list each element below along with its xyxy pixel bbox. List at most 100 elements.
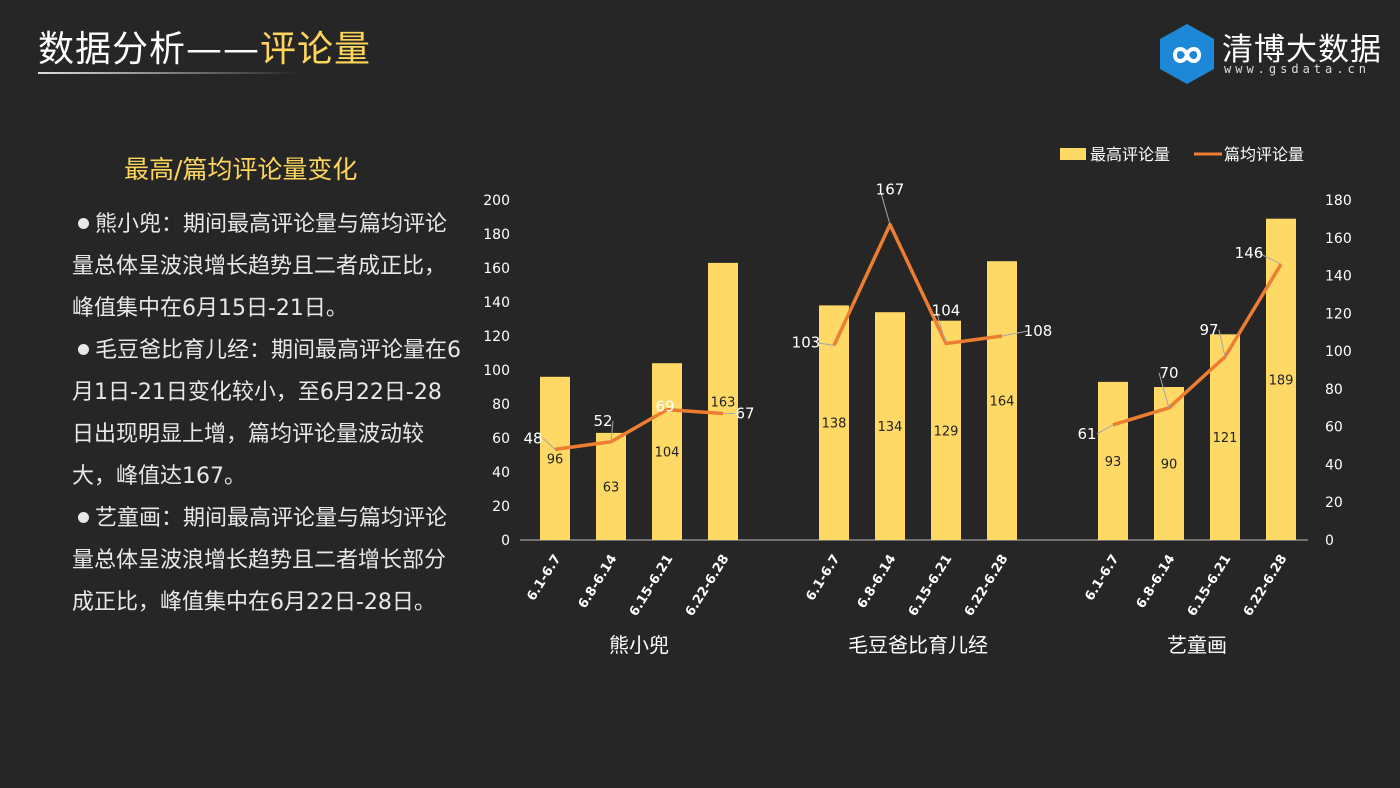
y-left-tick-label: 60 bbox=[492, 431, 510, 447]
line-value-label: 61 bbox=[1077, 425, 1096, 443]
leader-line bbox=[879, 189, 891, 225]
leader-line bbox=[1001, 330, 1029, 337]
x-tick-label: 6.15-6.21 bbox=[627, 552, 677, 619]
description-list: 熊小兜：期间最高评论量与篇均评论量总体呈波浪增长趋势且二者成正比，峰值集中在6月… bbox=[72, 204, 462, 624]
bar-value-label: 129 bbox=[934, 424, 959, 439]
y-right-tick-label: 100 bbox=[1325, 344, 1352, 360]
bar-max-comments bbox=[652, 363, 682, 540]
bar-value-label: 164 bbox=[990, 395, 1015, 410]
line-value-label: 52 bbox=[593, 412, 612, 430]
y-right-tick-label: 40 bbox=[1325, 457, 1343, 473]
bar-value-label: 189 bbox=[1269, 373, 1294, 388]
leader-line bbox=[1158, 372, 1170, 408]
bar-max-comments bbox=[875, 312, 905, 540]
bar-max-comments bbox=[540, 376, 570, 540]
y-right-tick-label: 180 bbox=[1325, 193, 1352, 209]
page-title-block: 数据分析——评论量 bbox=[38, 26, 371, 74]
bar-value-label: 163 bbox=[711, 395, 736, 410]
y-left-tick-label: 20 bbox=[492, 499, 510, 515]
y-left-tick-label: 80 bbox=[492, 397, 510, 413]
y-right-tick-label: 60 bbox=[1325, 420, 1343, 436]
bar-value-label: 104 bbox=[655, 446, 680, 461]
y-left-tick-label: 200 bbox=[483, 193, 510, 209]
group-label: 熊小兜 bbox=[609, 633, 669, 657]
y-right-tick-label: 20 bbox=[1325, 495, 1343, 511]
description-item: 熊小兜：期间最高评论量与篇均评论量总体呈波浪增长趋势且二者成正比，峰值集中在6月… bbox=[72, 204, 462, 330]
line-value-label: 103 bbox=[792, 333, 821, 351]
brand-url: www.gsdata.cn bbox=[1224, 62, 1370, 76]
page-title: 数据分析——评论量 bbox=[38, 26, 371, 74]
group-label: 艺童画 bbox=[1167, 633, 1227, 657]
avg-comments-line bbox=[1112, 263, 1283, 427]
line-value-label: 167 bbox=[876, 181, 905, 199]
leader-line bbox=[542, 437, 556, 450]
x-tick-label: 6.22-6.28 bbox=[962, 552, 1012, 619]
x-tick-label: 6.1-6.7 bbox=[803, 552, 843, 604]
description-text: 艺童画：期间最高评论量与篇均评论量总体呈波浪增长趋势且二者增长部分成正比，峰值集… bbox=[72, 506, 448, 615]
bar-max-comments bbox=[987, 261, 1017, 540]
bar-value-label: 63 bbox=[603, 480, 620, 495]
line-value-label: 70 bbox=[1159, 364, 1178, 382]
leader-line bbox=[815, 341, 835, 346]
y-left-tick-label: 100 bbox=[483, 363, 510, 379]
bullet-icon bbox=[78, 344, 89, 355]
y-left-tick-label: 0 bbox=[501, 533, 510, 549]
title-underline bbox=[38, 72, 300, 74]
x-tick-label: 6.8-6.14 bbox=[855, 552, 900, 611]
y-left-tick-label: 140 bbox=[483, 295, 510, 311]
bullet-icon bbox=[78, 218, 89, 229]
bar-max-comments bbox=[1266, 218, 1296, 540]
x-tick-label: 6.1-6.7 bbox=[524, 552, 564, 604]
brand-name: 清博大数据 bbox=[1222, 32, 1382, 68]
line-value-label: 104 bbox=[932, 302, 961, 320]
bar-value-label: 121 bbox=[1213, 431, 1238, 446]
y-right-tick-label: 0 bbox=[1325, 533, 1334, 549]
avg-comments-line bbox=[832, 222, 1003, 347]
y-left-tick-label: 160 bbox=[483, 261, 510, 277]
avg-comments-line bbox=[554, 407, 724, 452]
bar-value-label: 90 bbox=[1161, 458, 1178, 473]
bar-max-comments bbox=[1210, 334, 1240, 540]
leader-line bbox=[1218, 329, 1226, 357]
line-value-label: 69 bbox=[655, 398, 674, 416]
line-value-label: 97 bbox=[1199, 321, 1218, 339]
page-title-main: 数据分析—— bbox=[38, 29, 261, 70]
infinity-hex-icon bbox=[1160, 24, 1214, 84]
line-value-label: 108 bbox=[1024, 322, 1053, 340]
leader-line bbox=[935, 310, 947, 344]
x-tick-label: 6.8-6.14 bbox=[576, 552, 621, 611]
legend-bar-swatch bbox=[1060, 148, 1086, 160]
description-text: 熊小兜：期间最高评论量与篇均评论量总体呈波浪增长趋势且二者成正比，峰值集中在6月… bbox=[72, 212, 448, 321]
bar-max-comments bbox=[596, 432, 626, 540]
leader-line bbox=[1096, 424, 1114, 435]
line-value-label: 146 bbox=[1235, 244, 1264, 262]
y-left-tick-label: 40 bbox=[492, 465, 510, 481]
description-text: 毛豆爸比育儿经：期间最高评论量在6月1日-21日变化较小，至6月22日-28日出… bbox=[72, 338, 461, 489]
bar-value-label: 134 bbox=[878, 420, 903, 435]
x-tick-label: 6.22-6.28 bbox=[683, 552, 733, 619]
bar-max-comments bbox=[708, 262, 738, 540]
leader-line bbox=[1258, 252, 1282, 265]
description-item: 毛豆爸比育儿经：期间最高评论量在6月1日-21日变化较小，至6月22日-28日出… bbox=[72, 330, 462, 498]
bar-max-comments bbox=[1098, 381, 1128, 540]
line-value-label: 67 bbox=[735, 404, 754, 422]
x-tick-label: 6.22-6.28 bbox=[1241, 552, 1291, 619]
y-left-tick-label: 180 bbox=[483, 227, 510, 243]
leader-line bbox=[610, 420, 614, 442]
brand-logo: 清博大数据 www.gsdata.cn bbox=[1158, 22, 1388, 86]
group-label: 毛豆爸比育儿经 bbox=[848, 633, 988, 657]
page-title-highlight: 评论量 bbox=[260, 29, 372, 70]
bar-value-label: 93 bbox=[1105, 455, 1122, 470]
x-tick-label: 6.8-6.14 bbox=[1134, 552, 1179, 611]
y-right-tick-label: 160 bbox=[1325, 231, 1352, 247]
line-value-label: 48 bbox=[523, 429, 542, 447]
comment-volume-chart: 0 20 40 60 80 100 120 140 160 180 200 0 20 40 60 80 100 1… bbox=[483, 145, 1352, 657]
x-tick-label: 6.15-6.21 bbox=[906, 552, 956, 619]
y-left-tick-label: 120 bbox=[483, 329, 510, 345]
bullet-icon bbox=[78, 512, 89, 523]
bar-value-label: 96 bbox=[547, 452, 564, 467]
legend-bar-label: 最高评论量 bbox=[1090, 145, 1170, 164]
description-item: 艺童画：期间最高评论量与篇均评论量总体呈波浪增长趋势且二者增长部分成正比，峰值集… bbox=[72, 498, 462, 624]
y-right-tick-label: 80 bbox=[1325, 382, 1343, 398]
y-right-tick-label: 120 bbox=[1325, 306, 1352, 322]
